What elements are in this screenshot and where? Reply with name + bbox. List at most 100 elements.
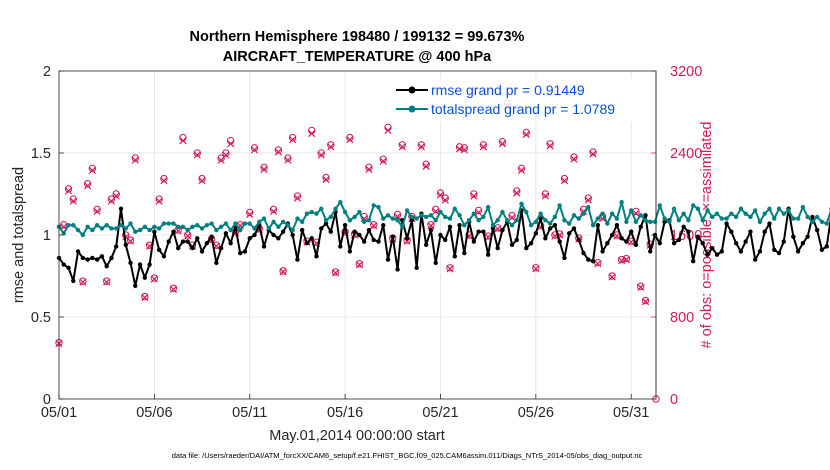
obs-assimilated-marker <box>169 285 178 293</box>
rmse-point <box>805 234 810 239</box>
rmse-point <box>438 232 443 238</box>
obs-possible-marker <box>64 185 73 193</box>
obs-possible-marker <box>432 205 440 214</box>
spread-point <box>161 221 167 226</box>
x-tick-label: 05/16 <box>327 405 363 421</box>
spread-point <box>123 226 128 231</box>
obs-possible-marker <box>193 149 201 157</box>
rmse-point <box>137 262 143 267</box>
rmse-point <box>381 222 386 228</box>
spread-point <box>805 214 810 220</box>
rmse-point <box>514 237 519 243</box>
y-left-tick-label: 2 <box>43 64 51 80</box>
spread-point <box>342 209 348 215</box>
spread-point <box>605 221 610 226</box>
obs-possible-marker <box>346 133 354 142</box>
rmse-point <box>433 260 438 266</box>
obs-assimilated-marker <box>517 166 526 175</box>
rmse-point <box>71 278 76 284</box>
obs-possible-marker <box>327 141 335 149</box>
rmse-point <box>185 239 190 244</box>
obs-possible-marker <box>608 272 616 280</box>
obs-assimilated-marker <box>222 151 230 159</box>
obs-assimilated-marker <box>198 177 206 185</box>
spread-point <box>443 214 448 220</box>
spread-point <box>347 218 353 223</box>
legend-box <box>393 78 647 122</box>
spread-point <box>94 222 100 228</box>
rmse-point <box>619 236 624 241</box>
y-axis-right-label: # of obs: o=possible; ×=assimilated <box>699 122 715 349</box>
spread-point <box>257 219 262 225</box>
spread-point <box>481 214 486 220</box>
obs-assimilated-marker <box>641 298 650 306</box>
obs-possible-marker <box>584 194 592 202</box>
spread-point <box>176 224 181 229</box>
rmse-point <box>762 229 767 234</box>
spread-point <box>810 219 815 225</box>
spread-point <box>624 219 629 225</box>
obs-possible-marker <box>517 164 526 173</box>
rmse-point <box>276 236 281 241</box>
obs-assimilated-marker <box>93 207 101 216</box>
rmse-point <box>152 229 157 234</box>
spread-point <box>223 221 229 226</box>
spread-point <box>99 226 105 231</box>
rmse-point <box>147 262 152 267</box>
spread-point <box>180 224 186 229</box>
spread-point <box>109 226 114 231</box>
obs-assimilated-marker <box>64 187 73 195</box>
obs-possible-marker <box>284 154 292 162</box>
obs-assimilated-marker <box>370 222 378 230</box>
obs-assimilated-marker <box>227 140 235 148</box>
rmse-point <box>366 227 372 233</box>
rmse-point <box>361 239 367 244</box>
spread-point <box>404 208 410 213</box>
rmse-point <box>457 222 462 228</box>
spread-point <box>85 224 90 229</box>
obs-possible-marker <box>513 187 521 195</box>
spread-point <box>748 214 753 220</box>
rmse-point <box>452 254 457 259</box>
rmse-point <box>271 232 276 238</box>
spread-point <box>218 224 224 229</box>
rmse-point <box>404 236 410 241</box>
spread-point <box>795 216 801 221</box>
rmse-point <box>123 242 128 248</box>
obs-possible-marker <box>107 195 116 203</box>
spread-point <box>476 218 481 223</box>
spread-point <box>433 218 438 223</box>
spread-point <box>762 211 767 216</box>
spread-point <box>752 208 758 213</box>
spread-point <box>786 208 791 213</box>
spread-point <box>681 211 686 216</box>
obs-assimilated-marker <box>322 176 330 184</box>
obs-assimilated-marker <box>289 136 297 144</box>
spread-point <box>104 222 109 228</box>
obs-assimilated-marker <box>246 210 254 219</box>
rmse-point <box>66 265 71 270</box>
rmse-point <box>133 283 138 289</box>
rmse-point <box>328 229 333 234</box>
obs-possible-marker <box>589 148 597 156</box>
rmse-point <box>543 236 548 241</box>
obs-assimilated-marker <box>384 126 392 135</box>
spread-point <box>538 211 543 216</box>
rmse-point <box>352 229 357 234</box>
obs-possible-marker <box>498 138 507 146</box>
obs-possible-marker <box>474 206 483 215</box>
obs-assimilated-marker <box>508 213 516 222</box>
spread-point <box>533 219 539 225</box>
spread-point <box>209 221 214 226</box>
spread-point <box>156 226 162 231</box>
obs-possible-marker <box>69 195 78 203</box>
rmse-point <box>562 255 567 261</box>
spread-point <box>118 222 124 228</box>
spread-point <box>690 203 696 208</box>
spread-point <box>567 221 572 226</box>
spread-point <box>557 203 562 208</box>
rmse-point <box>605 241 610 246</box>
spread-point <box>285 222 291 228</box>
spread-point <box>199 226 205 231</box>
